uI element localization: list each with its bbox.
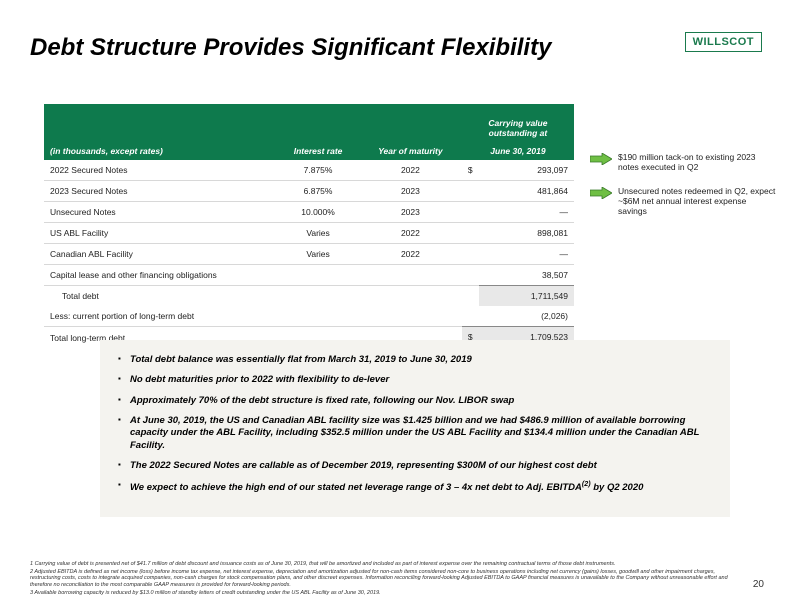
table-row: Unsecured Notes10.000%2023— [44, 202, 574, 223]
table-row: Canadian ABL FacilityVaries2022— [44, 244, 574, 265]
willscot-logo: WILLSCOT [685, 32, 762, 52]
col-date: June 30, 2019 [462, 142, 574, 160]
callout-text-2: Unsecured notes redeemed in Q2, expect ~… [618, 186, 776, 216]
table-row: Capital lease and other financing obliga… [44, 265, 574, 286]
less-row: Less: current portion of long-term debt(… [44, 306, 574, 327]
footnote: 3 Available borrowing capacity is reduce… [30, 590, 730, 597]
footnote: 1 Carrying value of debt is presented ne… [30, 561, 730, 568]
footnote: 2 Adjusted EBITDA is defined as net inco… [30, 569, 730, 590]
total-debt-row: Total debt1,711,549 [44, 286, 574, 307]
col-rate: Interest rate [277, 142, 359, 160]
bullet-item: No debt maturities prior to 2022 with fl… [118, 374, 712, 386]
bullet-item: We expect to achieve the high end of our… [118, 480, 712, 495]
callouts: $190 million tack-on to existing 2023 no… [590, 152, 776, 230]
footnotes: 1 Carrying value of debt is presented ne… [30, 561, 730, 598]
header-carrying-line1: Carrying value [488, 118, 547, 128]
bullet-item: Total debt balance was essentially flat … [118, 354, 712, 366]
table-row: 2022 Secured Notes7.875%2022$293,097 [44, 160, 574, 181]
bullet-item: Approximately 70% of the debt structure … [118, 395, 712, 407]
callout-1: $190 million tack-on to existing 2023 no… [590, 152, 776, 172]
callout-text-1: $190 million tack-on to existing 2023 no… [618, 152, 776, 172]
col-maturity: Year of maturity [359, 142, 462, 160]
arrow-icon [590, 153, 612, 165]
header-carrying-line2: outstanding at [489, 128, 548, 138]
arrow-icon [590, 187, 612, 199]
table-row: US ABL FacilityVaries2022898,081 [44, 223, 574, 244]
bullets-box: Total debt balance was essentially flat … [100, 340, 730, 517]
bullet-item: At June 30, 2019, the US and Canadian AB… [118, 415, 712, 452]
col-desc: (in thousands, except rates) [44, 142, 277, 160]
callout-2: Unsecured notes redeemed in Q2, expect ~… [590, 186, 776, 216]
page-title: Debt Structure Provides Significant Flex… [30, 34, 551, 62]
debt-table: Carrying value outstanding at (in thousa… [44, 104, 574, 349]
page-number: 20 [753, 579, 764, 590]
bullet-item: The 2022 Secured Notes are callable as o… [118, 460, 712, 472]
table-row: 2023 Secured Notes6.875%2023481,864 [44, 181, 574, 202]
